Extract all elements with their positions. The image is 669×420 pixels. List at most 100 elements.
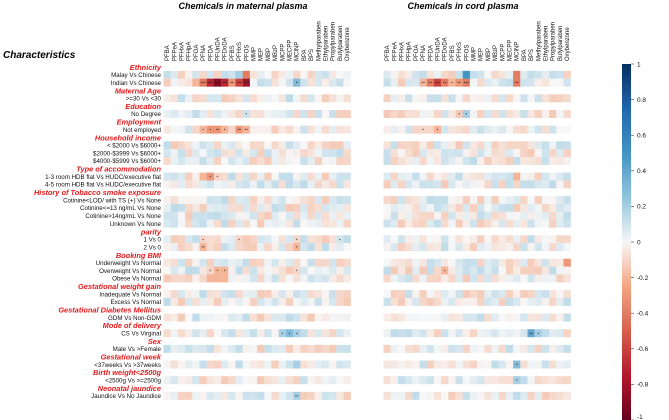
heatmap-cell — [412, 258, 420, 267]
heatmap-cell — [163, 70, 171, 79]
heatmap-cell — [278, 109, 287, 118]
heatmap-cell — [426, 156, 435, 165]
heatmap-cell — [228, 344, 236, 353]
heatmap-cell — [199, 109, 207, 118]
heatmap-cell — [520, 360, 528, 369]
heatmap-cell — [293, 297, 301, 306]
heatmap-cell — [448, 266, 456, 275]
heatmap-cell — [541, 141, 550, 150]
heatmap-cell — [527, 376, 535, 385]
heatmap-cell — [484, 297, 492, 306]
heatmap-cell — [441, 290, 449, 299]
row-label: $2000-$3999 Vs $6000+ — [93, 150, 161, 157]
colorbar-tick-label: -1 — [637, 414, 643, 420]
heatmap-cell — [300, 196, 308, 205]
significance-marker: *** — [222, 81, 228, 86]
heatmap-cell — [390, 94, 399, 103]
heatmap-cell — [556, 109, 564, 118]
heatmap-cell — [249, 149, 258, 158]
heatmap-cell — [505, 297, 514, 306]
heatmap-cell — [185, 94, 193, 103]
heatmap-cell — [541, 211, 550, 220]
group-label: Sex — [148, 337, 162, 346]
colorbar-tick-label: 0.6 — [637, 133, 646, 140]
heatmap-cell — [405, 376, 413, 385]
heatmap-cell — [462, 211, 471, 220]
heatmap-cell — [498, 141, 507, 150]
heatmap-cell — [469, 196, 478, 205]
heatmap-cell — [534, 78, 543, 87]
heatmap-cell — [235, 290, 243, 299]
heatmap-cell — [462, 266, 471, 275]
heatmap-cell — [556, 172, 564, 181]
heatmap-cell — [534, 274, 543, 283]
heatmap-cell — [426, 203, 435, 212]
heatmap-cell — [307, 258, 315, 267]
heatmap-cell — [321, 141, 330, 150]
heatmap-cell — [221, 258, 229, 267]
heatmap-cell — [491, 180, 499, 189]
heatmap-cell — [249, 329, 258, 338]
heatmap-cell — [563, 360, 571, 369]
group-label: Birth weight<2500g — [93, 368, 161, 377]
heatmap-cell — [329, 203, 337, 212]
heatmap-cell — [336, 235, 344, 244]
heatmap-cell — [206, 344, 215, 353]
heatmap-cell — [221, 391, 229, 400]
heatmap-cell — [177, 258, 186, 267]
heatmap-cell — [264, 125, 272, 134]
heatmap-cell — [321, 203, 330, 212]
heatmap-cell — [520, 297, 528, 306]
heatmap-cell — [271, 290, 279, 299]
heatmap-cell — [177, 360, 186, 369]
heatmap-cell — [242, 360, 251, 369]
heatmap-cell — [336, 172, 344, 181]
heatmap-cell — [206, 235, 215, 244]
heatmap-cell — [185, 391, 193, 400]
heatmap-cell — [520, 274, 528, 283]
heatmap-cell — [513, 211, 521, 220]
heatmap-cell — [405, 94, 413, 103]
heatmap-cell — [321, 297, 330, 306]
heatmap-cell — [477, 329, 485, 338]
heatmap-cell — [448, 141, 456, 150]
heatmap-cell — [397, 196, 406, 205]
heatmap-cell — [477, 141, 485, 150]
heatmap-cell — [390, 290, 399, 299]
heatmap-cell — [235, 180, 243, 189]
significance-marker: * — [458, 112, 460, 117]
heatmap-cell — [257, 313, 265, 322]
heatmap-cell — [534, 219, 543, 228]
heatmap-cell — [314, 274, 323, 283]
heatmap-cell — [412, 376, 420, 385]
heatmap-cell — [192, 290, 200, 299]
heatmap-cell — [221, 149, 229, 158]
heatmap-cell — [448, 258, 456, 267]
heatmap-cell — [513, 235, 521, 244]
heatmap-cell — [433, 344, 442, 353]
heatmap-cell — [513, 258, 521, 267]
heatmap-cell — [520, 149, 528, 158]
heatmap-cell — [527, 329, 535, 338]
heatmap-cell — [336, 344, 344, 353]
heatmap-cell — [192, 203, 200, 212]
heatmap-cell — [491, 313, 499, 322]
heatmap-cell — [343, 297, 351, 306]
heatmap-cell — [185, 266, 193, 275]
heatmap-cell — [477, 196, 485, 205]
column-label-c-4: PFOA — [414, 45, 420, 61]
heatmap-cell — [278, 211, 287, 220]
heatmap-cell — [426, 297, 435, 306]
heatmap-cell — [249, 376, 258, 385]
heatmap-cell — [321, 235, 330, 244]
heatmap-cell — [556, 149, 564, 158]
heatmap-cell — [264, 344, 272, 353]
heatmap-cell — [199, 203, 207, 212]
significance-marker: ** — [429, 81, 433, 86]
heatmap-cell — [484, 329, 492, 338]
significance-marker: * — [516, 363, 518, 368]
heatmap-cell — [321, 219, 330, 228]
heatmap-cell — [549, 211, 557, 220]
heatmap-cell — [170, 149, 179, 158]
group-label: parity — [140, 227, 162, 236]
